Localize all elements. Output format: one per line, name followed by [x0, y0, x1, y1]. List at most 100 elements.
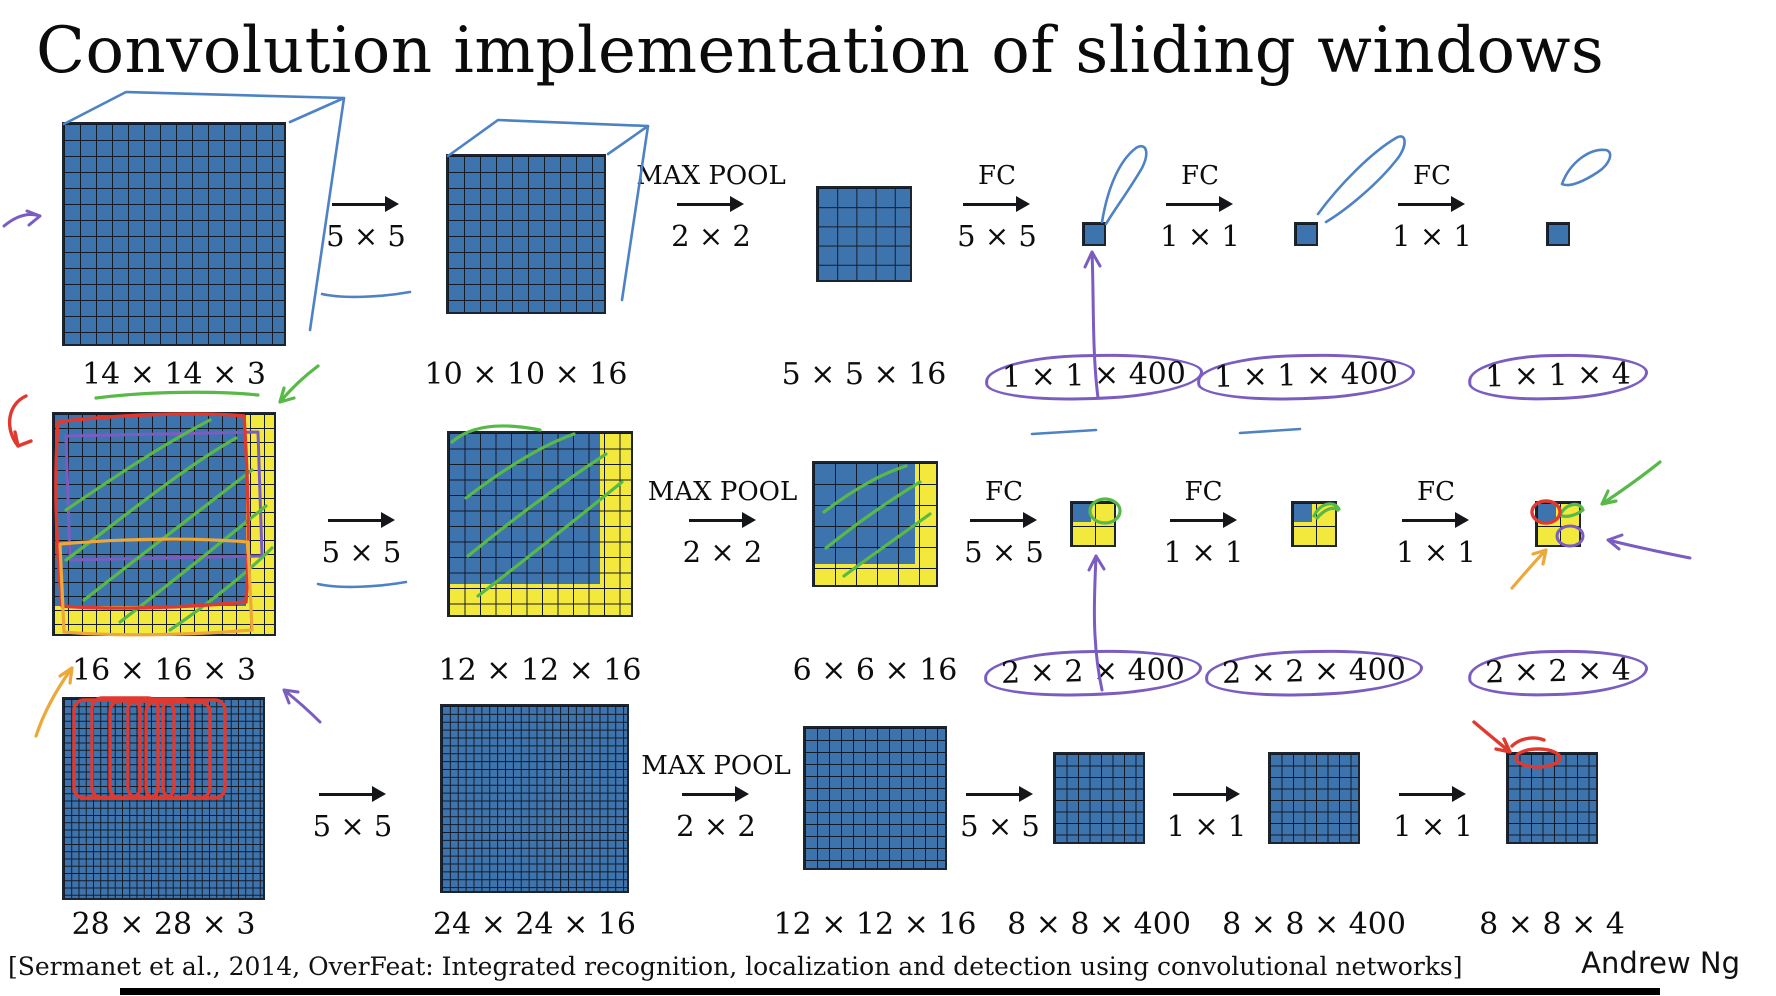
stage-8x8x400: 8 × 8 × 400	[1222, 692, 1406, 950]
conv-step: MAX POOL 2 × 2	[606, 92, 816, 324]
right-arrow-icon	[1166, 196, 1233, 212]
right-arrow-icon	[332, 196, 399, 212]
feature-map-grid-1x1x4	[1546, 222, 1570, 246]
stage-1x1x400: 1 × 1 × 400	[984, 118, 1204, 403]
stage-2x2x400: 2 × 2 × 400	[983, 400, 1203, 699]
right-arrow-icon	[1399, 786, 1466, 802]
right-arrow-icon	[966, 786, 1033, 802]
hand-drawn-oval: 2 × 2 × 400	[983, 647, 1203, 699]
feature-map-grid-28x28x3	[62, 696, 265, 900]
feature-map-grid-5x5x16	[816, 186, 912, 282]
size-label: 12 × 12 × 16	[438, 653, 642, 688]
op-label: MAX POOL	[647, 476, 798, 507]
size-label: 8 × 8 × 400	[1222, 907, 1406, 942]
kernel-size-label: 2 × 2	[682, 534, 763, 569]
right-arrow-icon	[318, 786, 386, 802]
op-label: MAX POOL	[636, 160, 786, 191]
stage-8x8x400: 8 × 8 × 400	[1007, 692, 1191, 950]
feature-map-grid-8x8x400	[1268, 752, 1360, 844]
kernel-size-label: 5 × 5	[957, 218, 1037, 253]
op-label: FC	[1417, 476, 1455, 507]
conv-step: 5 × 5	[947, 692, 1053, 904]
conv-step: MAX POOL 2 × 2	[633, 400, 812, 648]
feature-map-grid-8x8x400	[1053, 752, 1145, 844]
stage-10x10x16: 10 × 10 × 16	[425, 118, 627, 400]
grid-wrap	[1535, 400, 1581, 648]
conv-step: 5 × 5	[286, 92, 446, 324]
size-label: 1 × 1 × 400	[1001, 356, 1187, 395]
feature-map-grid-24x24x16	[440, 703, 629, 893]
row-28x28-scale: 28 × 28 × 3 5 × 5 24 × 24 × 16 MAX POOL 2 × …	[0, 692, 1776, 950]
hand-drawn-oval: 2 × 2 × 400	[1204, 647, 1424, 699]
kernel-size-label: 1 × 1	[1392, 218, 1472, 253]
row-14x14-scale: 14 × 14 × 3 5 × 5 10 × 10 × 16 MAX POOL 2 × …	[0, 118, 1776, 403]
size-label: 2 × 2 × 4	[1484, 652, 1632, 691]
feature-map-grid-12x12x16	[447, 431, 633, 617]
stage-8x8x4: 8 × 8 × 4	[1479, 692, 1625, 950]
kernel-size-label: 1 × 1	[1396, 534, 1476, 569]
hand-drawn-oval: 1 × 1 × 400	[1196, 351, 1416, 403]
right-arrow-icon	[1402, 512, 1469, 528]
size-label: 2 × 2 × 400	[1221, 652, 1407, 691]
feature-map-grid-2x2x4	[1535, 501, 1581, 547]
stage-16x16x3: 16 × 16 × 3	[52, 400, 276, 696]
grid-wrap	[52, 400, 276, 648]
stage-1x1x400: 1 × 1 × 400	[1196, 118, 1416, 403]
feature-map-grid-1x1x400	[1082, 222, 1106, 246]
kernel-size-label: 2 × 2	[671, 218, 751, 253]
op-label: MAX POOL	[641, 750, 791, 781]
grid-wrap	[1294, 118, 1318, 350]
conv-step: 5 × 5	[276, 400, 447, 648]
op-label: FC	[1184, 476, 1223, 507]
bottom-bar	[120, 988, 1660, 995]
grid-wrap	[1070, 400, 1116, 648]
size-label: 5 × 5 × 16	[781, 357, 947, 392]
kernel-size-label: 1 × 1	[1166, 808, 1247, 843]
stage-24x24x16: 24 × 24 × 16	[433, 692, 636, 950]
conv-step: MAX POOL 2 × 2	[629, 692, 803, 904]
feature-map-grid-1x1x400	[1294, 222, 1318, 246]
size-label: 8 × 8 × 400	[1007, 907, 1191, 942]
grid-wrap	[1506, 692, 1598, 904]
grid-wrap	[816, 118, 912, 350]
size-label: 10 × 10 × 16	[424, 357, 628, 392]
hand-drawn-oval: 1 × 1 × 4	[1467, 352, 1649, 402]
size-label: 12 × 12 × 16	[773, 907, 977, 942]
conv-step: FC 1 × 1	[1116, 400, 1291, 648]
grid-wrap	[62, 118, 286, 350]
right-arrow-icon	[327, 512, 395, 528]
author-credit: Andrew Ng	[1581, 946, 1740, 980]
stage-28x28x3: 28 × 28 × 3	[62, 692, 265, 950]
stage-1x1x4: 1 × 1 × 4	[1467, 118, 1649, 402]
kernel-size-label: 5 × 5	[312, 808, 393, 843]
kernel-size-label: 1 × 1	[1393, 808, 1473, 843]
conv-step: 1 × 1	[1360, 692, 1506, 904]
conv-step: FC 1 × 1	[1318, 92, 1546, 324]
size-label: 6 × 6 × 16	[792, 653, 958, 688]
right-arrow-icon	[963, 196, 1030, 212]
size-label: 1 × 1 × 4	[1484, 356, 1632, 395]
op-label: FC	[978, 160, 1016, 191]
kernel-size-label: 1 × 1	[1163, 534, 1244, 569]
kernel-size-label: 2 × 2	[676, 808, 756, 843]
right-arrow-icon	[677, 196, 744, 212]
grid-wrap	[803, 692, 947, 904]
right-arrow-icon	[1169, 512, 1237, 528]
hand-drawn-oval: 2 × 2 × 4	[1467, 648, 1649, 698]
stage-12x12x16: 12 × 12 × 16	[774, 692, 976, 950]
conv-step: 5 × 5	[265, 692, 440, 904]
grid-wrap	[1053, 692, 1145, 904]
right-arrow-icon	[688, 512, 756, 528]
op-label: FC	[985, 476, 1023, 507]
row-16x16-scale: 16 × 16 × 3 5 × 5 12 × 12 × 16 MAX POOL 2 × …	[0, 400, 1776, 699]
kernel-size-label: 5 × 5	[964, 534, 1044, 569]
conv-step: FC 5 × 5	[938, 400, 1070, 648]
grid-wrap	[1082, 118, 1106, 350]
grid-wrap	[447, 400, 633, 648]
stage-5x5x16: 5 × 5 × 16	[782, 118, 946, 400]
size-label: 24 × 24 × 16	[433, 907, 636, 942]
feature-map-grid-10x10x16	[446, 154, 606, 314]
feature-map-grid-2x2x400	[1291, 501, 1337, 547]
conv-step: 1 × 1	[1145, 692, 1268, 904]
